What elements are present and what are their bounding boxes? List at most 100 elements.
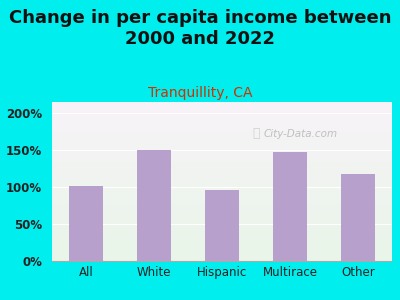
Bar <box>52 235 392 236</box>
Bar <box>52 112 392 113</box>
Bar <box>52 226 392 227</box>
Bar <box>52 165 392 166</box>
Bar <box>52 149 392 150</box>
Bar <box>52 120 392 121</box>
Bar <box>52 124 392 125</box>
Bar <box>52 123 392 124</box>
Bar <box>52 148 392 149</box>
Bar <box>52 190 392 191</box>
Bar <box>52 237 392 238</box>
Bar <box>52 222 392 223</box>
Bar <box>52 208 392 209</box>
Bar <box>52 241 392 242</box>
Bar <box>52 199 392 200</box>
Bar <box>52 179 392 180</box>
Bar <box>52 214 392 215</box>
Bar <box>52 186 392 187</box>
Bar <box>52 132 392 133</box>
Bar <box>52 229 392 230</box>
Bar <box>52 113 392 114</box>
Bar <box>52 234 392 235</box>
Bar <box>52 145 392 146</box>
Bar <box>52 210 392 211</box>
Bar <box>52 176 392 177</box>
Bar <box>52 108 392 109</box>
Bar <box>52 209 392 210</box>
Bar <box>137 150 171 261</box>
Bar <box>52 130 392 131</box>
Bar <box>52 134 392 135</box>
Bar <box>52 184 392 185</box>
Bar <box>205 190 239 261</box>
Bar <box>52 225 392 226</box>
Bar <box>52 185 392 186</box>
Bar <box>52 119 392 120</box>
Bar <box>52 106 392 107</box>
Bar <box>52 197 392 198</box>
Bar <box>52 204 392 205</box>
Bar <box>52 254 392 255</box>
Bar <box>52 126 392 127</box>
Bar <box>52 166 392 167</box>
Bar <box>52 217 392 218</box>
Bar <box>52 243 392 244</box>
Bar <box>52 256 392 257</box>
Bar <box>52 143 392 144</box>
Bar <box>52 135 392 136</box>
Bar <box>52 151 392 152</box>
Bar <box>52 238 392 239</box>
Bar <box>52 224 392 225</box>
Bar <box>52 227 392 228</box>
Bar <box>52 207 392 208</box>
Text: ⓘ: ⓘ <box>252 127 260 140</box>
Bar <box>52 131 392 132</box>
Bar <box>52 255 392 256</box>
Bar <box>52 201 392 202</box>
Bar <box>52 215 392 216</box>
Bar <box>52 160 392 161</box>
Bar <box>52 102 392 103</box>
Bar <box>52 111 392 112</box>
Bar <box>52 163 392 164</box>
Bar <box>52 244 392 245</box>
Bar <box>52 110 392 111</box>
Bar <box>52 117 392 118</box>
Bar <box>52 181 392 182</box>
Bar <box>52 122 392 123</box>
Bar <box>52 233 392 234</box>
Bar <box>52 206 392 207</box>
Bar <box>52 128 392 129</box>
Bar <box>52 133 392 134</box>
Bar <box>52 154 392 155</box>
Bar <box>52 191 392 192</box>
Bar <box>52 246 392 247</box>
Bar <box>52 162 392 163</box>
Bar <box>52 213 392 214</box>
Bar <box>52 250 392 251</box>
Bar <box>52 202 392 203</box>
Bar <box>52 183 392 184</box>
Bar <box>52 167 392 168</box>
Bar <box>273 152 307 261</box>
Bar <box>52 253 392 254</box>
Bar <box>52 216 392 217</box>
Bar <box>52 152 392 153</box>
Bar <box>52 218 392 219</box>
Bar <box>52 258 392 259</box>
Bar <box>52 203 392 204</box>
Bar <box>52 169 392 170</box>
Bar <box>52 115 392 116</box>
Bar <box>52 157 392 158</box>
Bar <box>52 240 392 241</box>
Bar <box>52 161 392 162</box>
Bar <box>52 187 392 188</box>
Bar <box>52 188 392 189</box>
Bar <box>52 118 392 119</box>
Bar <box>52 219 392 220</box>
Bar <box>52 156 392 157</box>
Bar <box>52 170 392 171</box>
Bar <box>52 212 392 213</box>
Bar <box>52 230 392 231</box>
Bar <box>52 245 392 246</box>
Bar <box>52 155 392 156</box>
